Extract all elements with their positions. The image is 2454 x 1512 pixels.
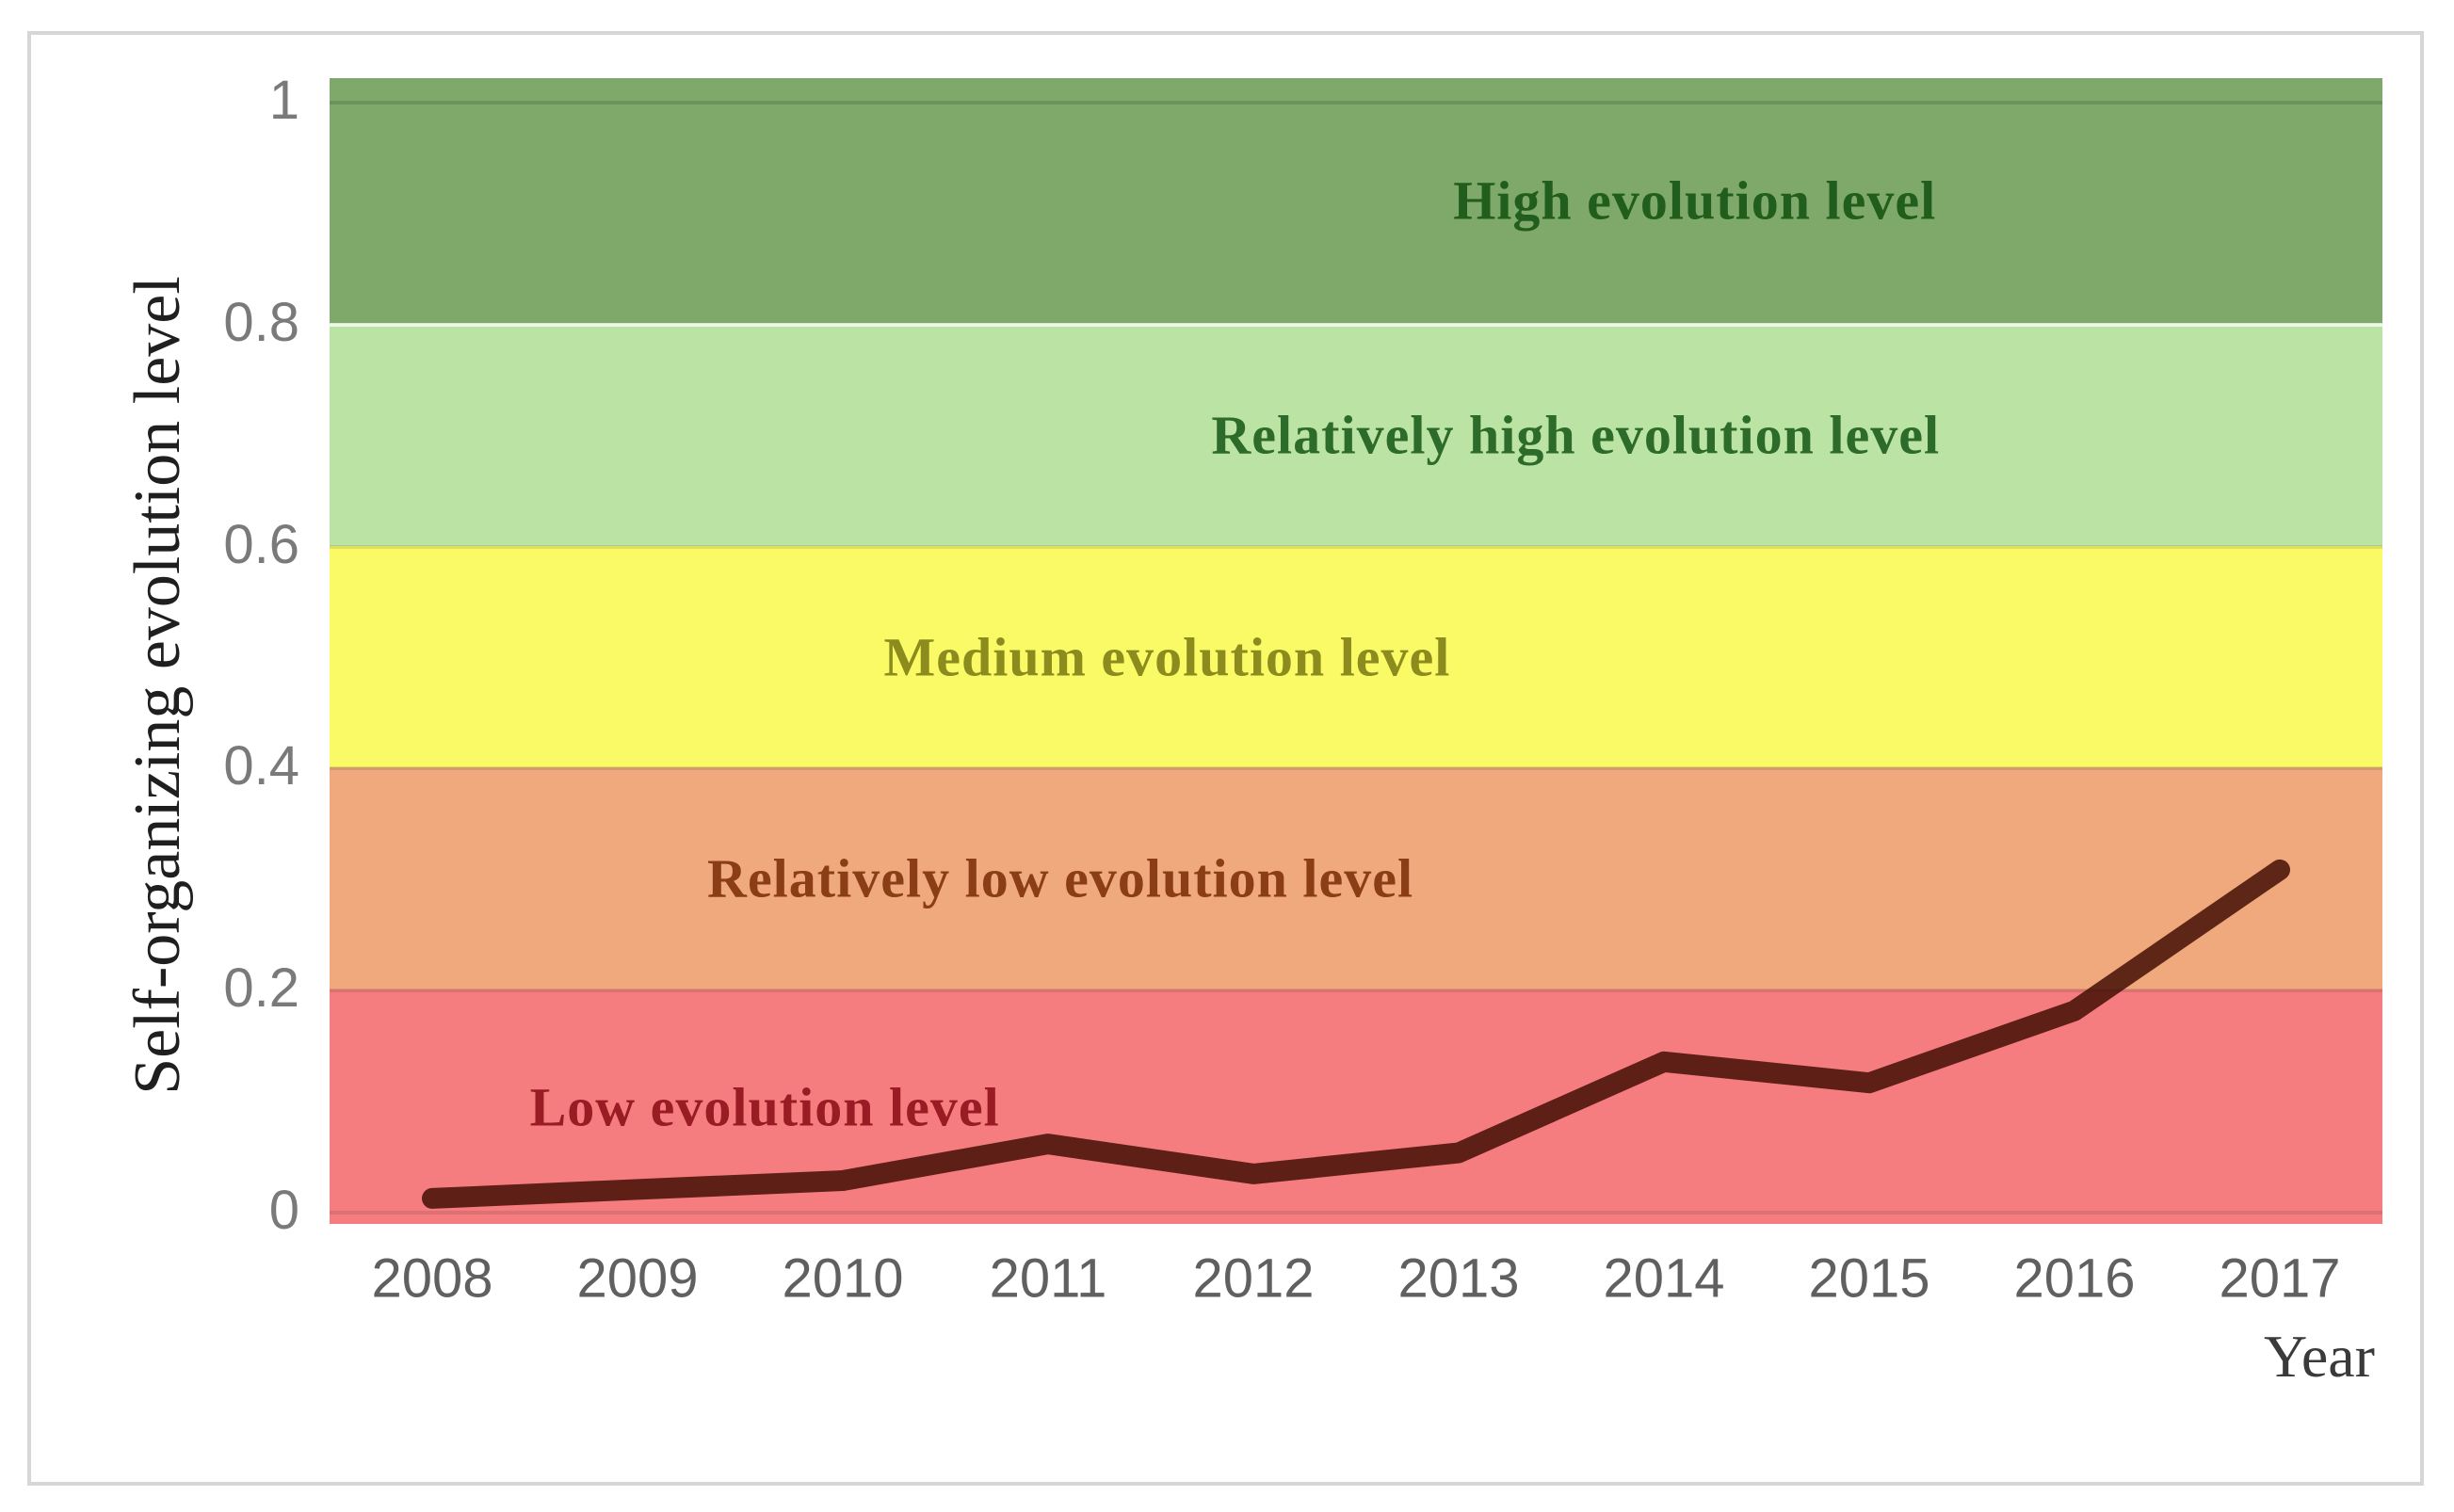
x-tick-2014: 2014 [1603,1247,1725,1310]
y-tick-0: 0 [268,1180,299,1242]
x-tick-2013: 2013 [1397,1247,1520,1310]
plot-area: Low evolution level Relatively low evolut… [330,78,2382,1224]
band-medium-evolution-level [330,545,2382,768]
gridline-1 [330,101,2382,105]
band-relatively-low-evolution-level [330,767,2382,990]
y-tick-0.4: 0.4 [223,735,299,797]
x-tick-2009: 2009 [576,1247,699,1310]
x-tick-2015: 2015 [1808,1247,1930,1310]
x-tick-2012: 2012 [1192,1247,1315,1310]
band-label-high-evolution-level: High evolution level [1453,169,1937,232]
band-label-relatively-high-evolution-level: Relatively high evolution level [1211,404,1941,466]
band-high-evolution-level [330,78,2382,324]
x-tick-2010: 2010 [782,1247,904,1310]
evolution-line-chart [422,859,2290,1209]
x-axis-title: Year [2264,1323,2375,1390]
band-label-medium-evolution-level: Medium evolution level [883,626,1451,687]
y-tick-0.6: 0.6 [223,513,299,575]
band-label-low-evolution-level: Low evolution level [529,1076,1000,1138]
y-tick-1: 1 [268,70,299,132]
x-tick-2008: 2008 [371,1247,493,1310]
gridline-0.4 [330,766,2382,771]
gridline-0.2 [330,989,2382,993]
evolution-line [422,859,2290,1209]
gridline-0 [330,1211,2382,1214]
gridline-0.6 [330,544,2382,549]
band-label-relatively-low-evolution-level: Relatively low evolution level [707,847,1414,909]
x-tick-2016: 2016 [2013,1247,2136,1310]
x-tick-2017: 2017 [2219,1247,2341,1310]
y-tick-0.2: 0.2 [223,957,299,1020]
y-tick-0.8: 0.8 [223,291,299,353]
gridline-0.8 [330,322,2382,327]
band-relatively-high-evolution-level [330,323,2382,546]
x-tick-2011: 2011 [989,1247,1107,1310]
